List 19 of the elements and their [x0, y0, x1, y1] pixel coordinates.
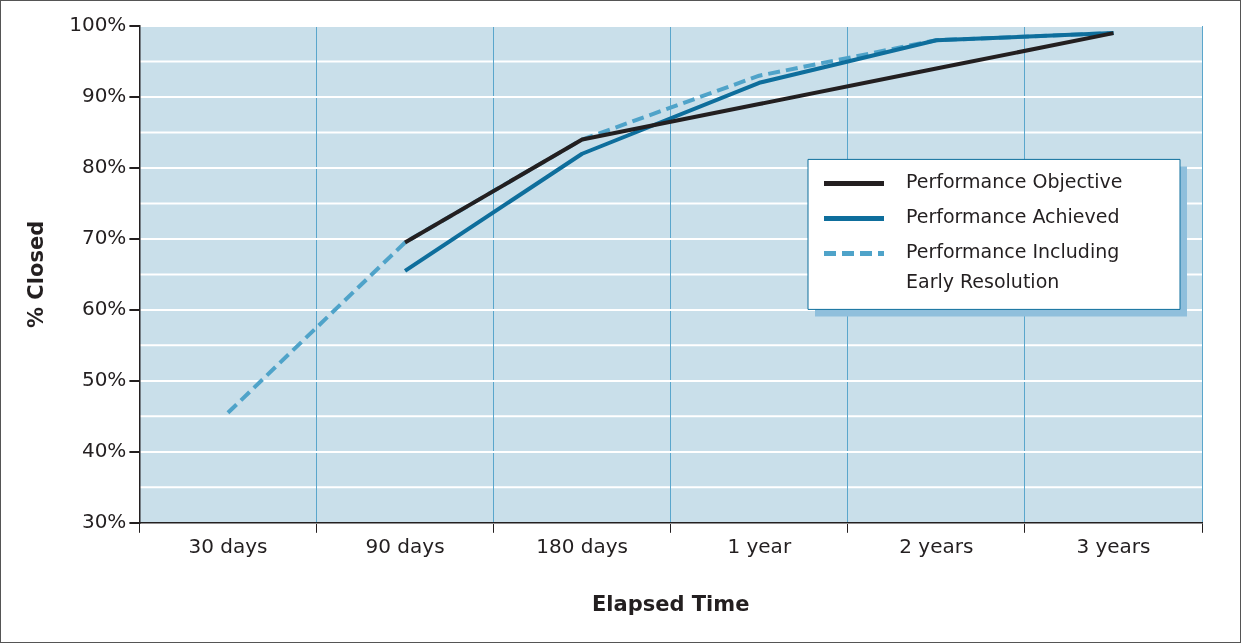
- y-tick-label: 50%: [81, 367, 127, 392]
- y-tick-label: 80%: [81, 154, 127, 179]
- x-tick-label: 3 years: [1076, 534, 1151, 558]
- legend-label: Performance Including Early Resolution: [906, 240, 1120, 293]
- y-tick-label: 100%: [69, 12, 127, 37]
- x-tick-label: 30 days: [188, 534, 268, 558]
- x-tick-label: 180 days: [536, 534, 629, 558]
- x-tick-label: 2 years: [899, 534, 974, 558]
- x-tick-label: 90 days: [365, 534, 445, 558]
- y-tick-label: 70%: [81, 225, 127, 250]
- y-axis-title: % Closed: [24, 220, 49, 328]
- y-tick-label: 60%: [81, 296, 127, 321]
- y-tick-label: 90%: [81, 83, 127, 108]
- x-axis-title: Elapsed Time: [591, 591, 750, 616]
- x-tick-label: 1 year: [727, 534, 792, 558]
- legend-label: Performance Achieved: [906, 205, 1120, 228]
- legend-label: Performance Objective: [906, 170, 1123, 193]
- y-tick-label: 40%: [81, 438, 127, 463]
- y-tick-label: 30%: [81, 509, 127, 533]
